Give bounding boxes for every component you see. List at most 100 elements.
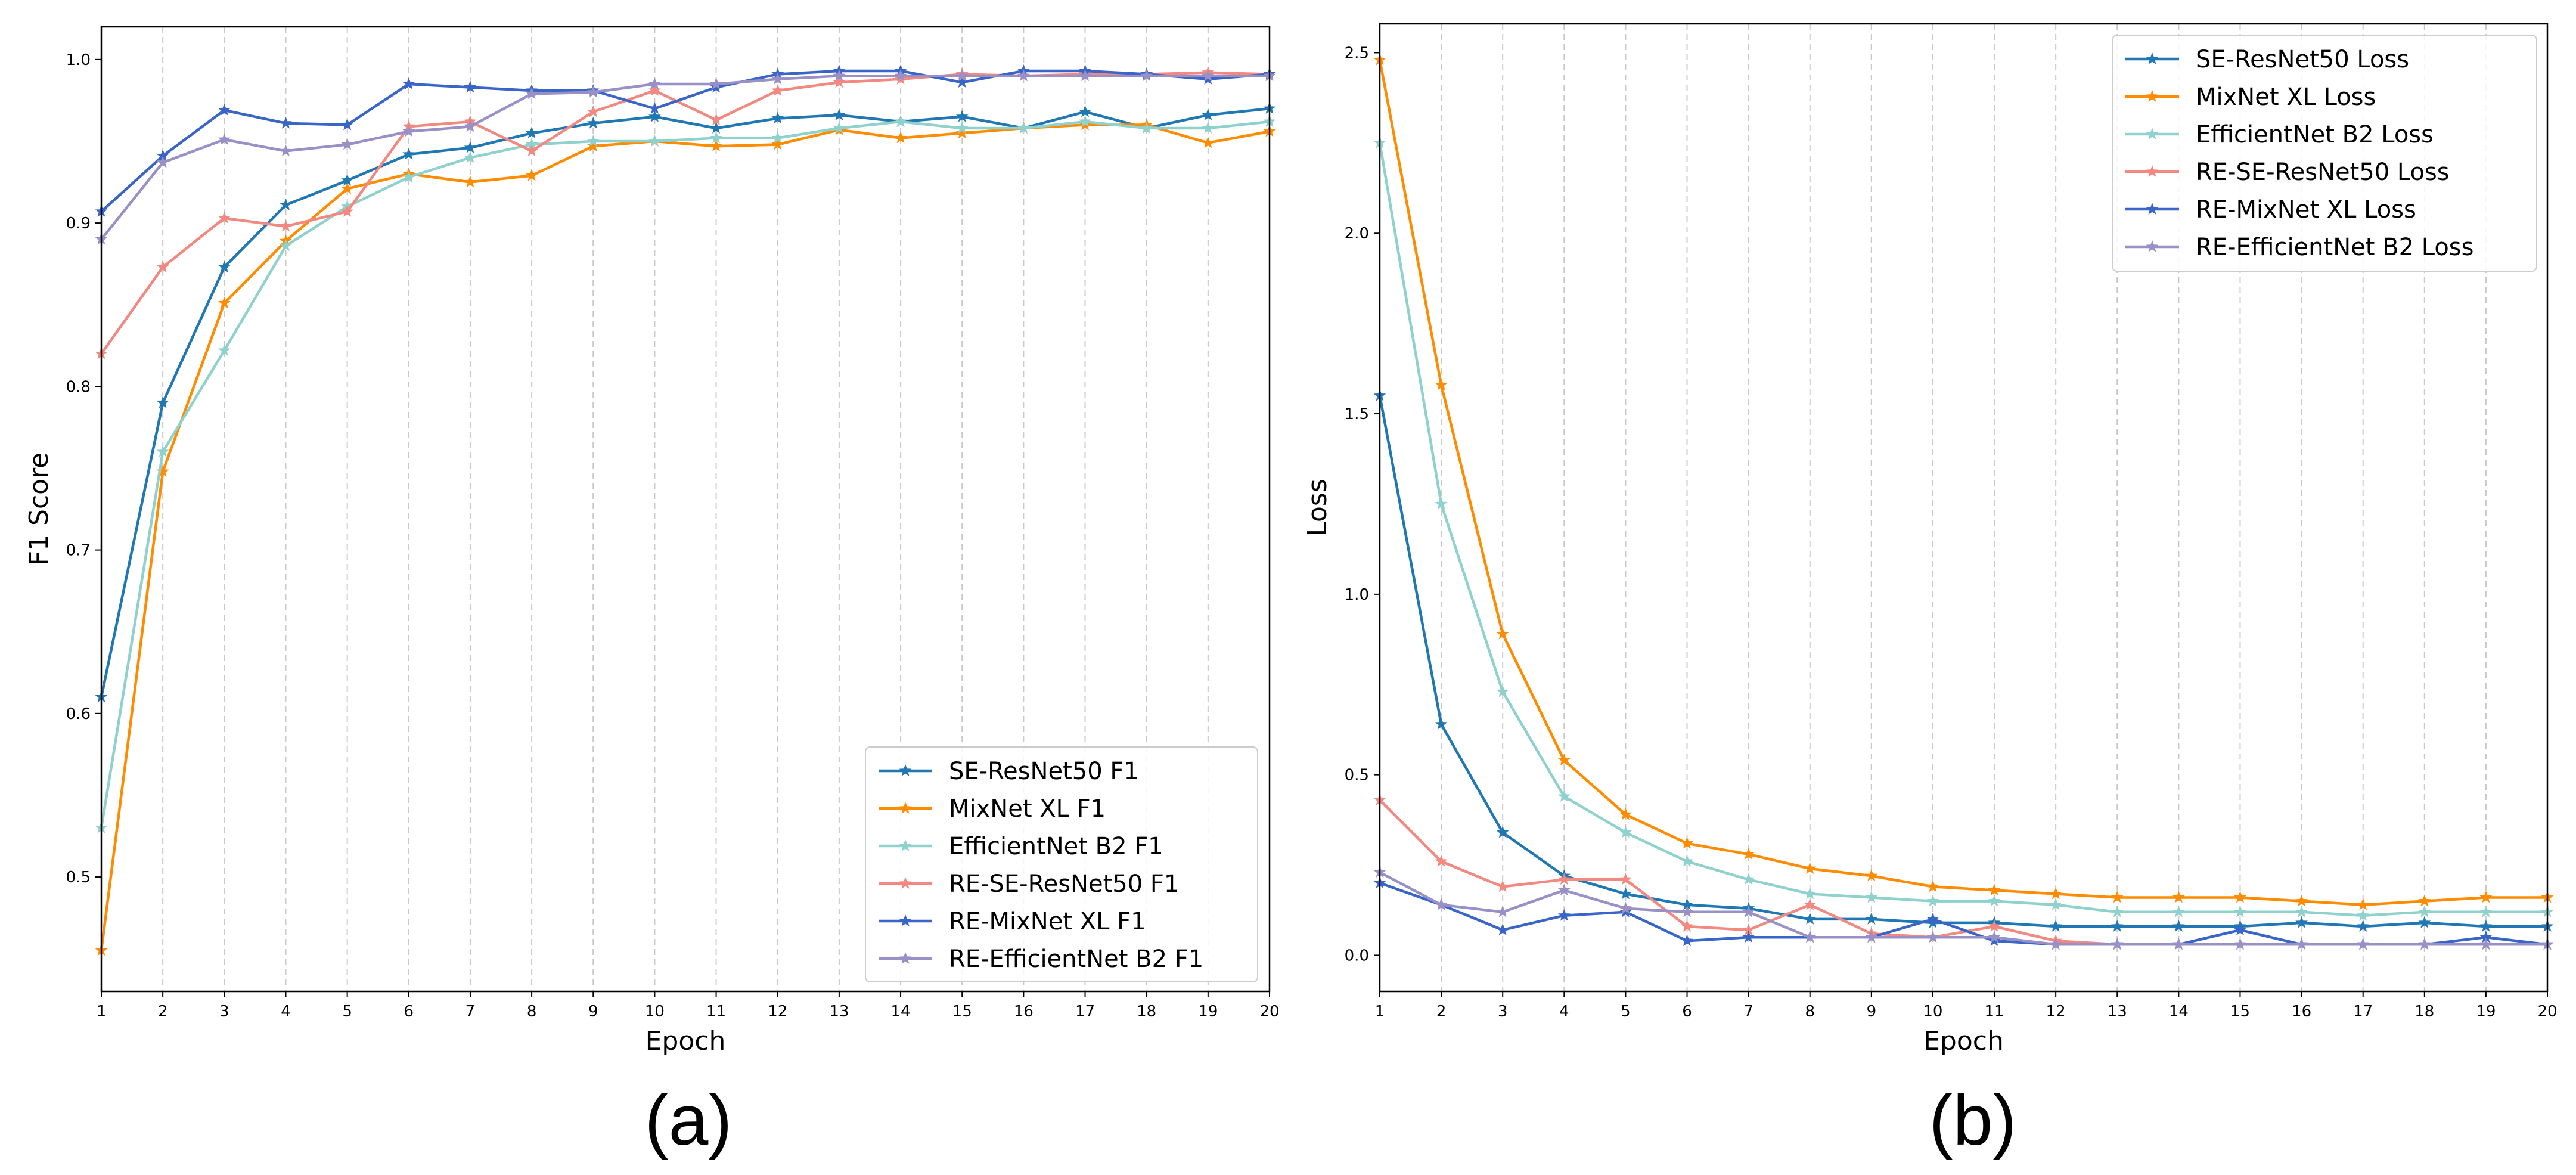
x-tick-label: 9 [588, 1003, 598, 1021]
data-point [1988, 883, 2001, 896]
x-tick-label: 5 [342, 1003, 352, 1021]
data-point [402, 170, 415, 183]
data-point [1202, 136, 1215, 148]
data-point [341, 182, 354, 194]
data-point [1988, 934, 2001, 947]
data-point [2111, 891, 2124, 903]
y-tick-label: 0.5 [66, 869, 91, 886]
data-point [218, 133, 231, 145]
x-tick-label: 1 [97, 1003, 107, 1021]
data-point [1926, 880, 1939, 892]
data-point [2357, 920, 2370, 932]
data-point [1619, 826, 1632, 838]
x-tick-label: 8 [527, 1003, 537, 1021]
data-point [2295, 938, 2308, 950]
y-tick-label: 0.9 [66, 215, 91, 232]
series-1 [1373, 389, 2554, 932]
data-point [1681, 934, 1693, 947]
data-point [771, 84, 784, 96]
data-point [1681, 898, 1693, 910]
data-point [771, 138, 784, 150]
data-point [525, 144, 538, 157]
plot-frame [100, 26, 1271, 993]
data-point [586, 135, 600, 147]
data-point [1079, 69, 1091, 82]
data-point [894, 69, 907, 82]
y-tick-label: 0.0 [1345, 947, 1369, 965]
data-point [1496, 880, 1509, 892]
data-point [1742, 847, 1755, 860]
panel-label: (a) [645, 1080, 733, 1160]
legend-marker [899, 877, 912, 889]
data-point [2418, 916, 2431, 928]
series-line [1378, 395, 2547, 928]
x-tick-label: 11 [706, 1003, 726, 1021]
data-point [710, 139, 722, 152]
data-point [1988, 920, 2001, 932]
data-point [280, 116, 292, 129]
data-point [1619, 808, 1632, 820]
legend-entry: RE-EfficientNet B2 Loss [2125, 234, 2473, 261]
legend-marker [2146, 90, 2159, 102]
data-point [2234, 905, 2246, 917]
data-point [833, 108, 846, 120]
data-point [1496, 627, 1509, 640]
data-point [2357, 909, 2370, 921]
x-tick-label: 12 [768, 1003, 787, 1021]
data-point [648, 102, 661, 114]
data-point [1079, 115, 1091, 127]
data-point [955, 69, 969, 82]
data-point [1681, 920, 1693, 932]
data-point [1496, 905, 1509, 917]
data-point [1435, 898, 1448, 910]
data-point [402, 125, 415, 137]
x-tick-label: 12 [2046, 1003, 2066, 1021]
legend-box [2112, 35, 2537, 272]
data-point [1742, 931, 1755, 943]
data-point [771, 72, 784, 85]
data-point [464, 120, 477, 132]
legend-label: RE-EfficientNet B2 Loss [2196, 234, 2473, 261]
data-point [894, 131, 907, 144]
x-tick-label: 20 [2537, 1003, 2557, 1021]
data-point [1435, 717, 1448, 730]
legend-entry: SE-ResNet50 F1 [879, 758, 1139, 785]
x-tick-label: 10 [1923, 1003, 1942, 1021]
data-point [2172, 920, 2185, 932]
data-point [1435, 855, 1448, 867]
x-axis-label: Epoch [1923, 1026, 2004, 1056]
data-point [341, 138, 354, 150]
x-tick-label: 8 [1805, 1003, 1815, 1021]
legend-label: SE-ResNet50 F1 [949, 758, 1139, 785]
data-point [710, 122, 722, 134]
legend-marker [2146, 128, 2159, 139]
data-point [218, 261, 231, 272]
series-6 [1373, 866, 2554, 950]
data-point [1079, 105, 1091, 117]
data-point [280, 219, 292, 232]
data-point [1202, 108, 1215, 120]
legend-label: RE-MixNet XL F1 [949, 908, 1146, 935]
data-point [2234, 891, 2246, 903]
data-point [2418, 894, 2431, 907]
data-point [341, 204, 354, 217]
panel-label: (b) [1929, 1080, 2017, 1160]
data-point [2111, 905, 2124, 917]
data-point [1681, 855, 1693, 867]
data-point [1619, 901, 1632, 914]
data-point [1619, 873, 1632, 885]
x-tick-label: 16 [1014, 1003, 1033, 1021]
data-point [156, 396, 169, 408]
data-point [1865, 869, 1878, 882]
data-point [955, 126, 969, 139]
y-tick-label: 1.5 [1345, 405, 1369, 423]
series-3 [95, 115, 1276, 833]
data-point [156, 156, 169, 168]
x-tick-label: 2 [1436, 1003, 1447, 1021]
legend-marker [899, 764, 912, 776]
data-point [1496, 685, 1509, 697]
data-point [1619, 905, 1632, 917]
x-tick-label: 1 [1375, 1003, 1385, 1021]
x-tick-label: 18 [1137, 1003, 1156, 1021]
